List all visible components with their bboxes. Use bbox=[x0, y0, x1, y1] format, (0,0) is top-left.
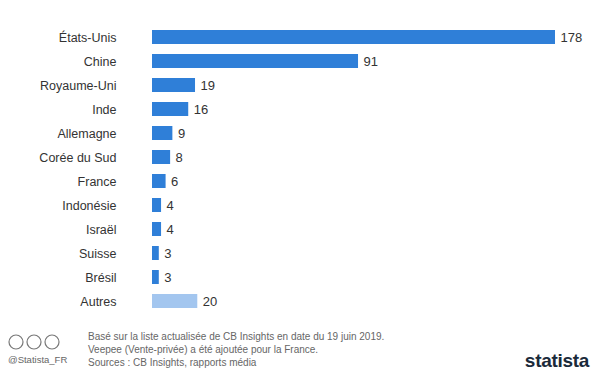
svg-text:4: 4 bbox=[167, 222, 174, 237]
svg-text:Israël: Israël bbox=[86, 223, 117, 237]
svg-text:8: 8 bbox=[176, 150, 183, 165]
svg-text:Autres: Autres bbox=[80, 295, 116, 309]
svg-text:Brésil: Brésil bbox=[85, 271, 116, 285]
svg-text:Royaume-Uni: Royaume-Uni bbox=[40, 79, 116, 93]
svg-text:France: France bbox=[78, 175, 117, 189]
svg-text:91: 91 bbox=[364, 54, 378, 69]
svg-text:3: 3 bbox=[164, 270, 171, 285]
svg-text:Chine: Chine bbox=[84, 55, 117, 69]
html-text:Veepee (Vente-privée) a été aj: Veepee (Vente-privée) a été ajoutée pour… bbox=[88, 344, 319, 355]
svg-text:6: 6 bbox=[171, 174, 178, 189]
svg-text:20: 20 bbox=[203, 294, 217, 309]
svg-text:16: 16 bbox=[194, 102, 208, 117]
svg-text:Suisse: Suisse bbox=[79, 247, 117, 261]
svg-text:178: 178 bbox=[561, 30, 583, 45]
svg-text:Inde: Inde bbox=[92, 103, 116, 117]
svg-text:Indonésie: Indonésie bbox=[62, 199, 116, 213]
svg-text:États-Unis: États-Unis bbox=[59, 30, 117, 45]
html-text:@Statista_FR: @Statista_FR bbox=[8, 354, 68, 365]
svg-text:9: 9 bbox=[178, 126, 185, 141]
svg-text:Corée du Sud: Corée du Sud bbox=[39, 151, 116, 165]
svg-text:Allemagne: Allemagne bbox=[57, 127, 116, 141]
html-text:Basé sur la liste actualisée d: Basé sur la liste actualisée de CB Insig… bbox=[88, 331, 385, 342]
svg-text:19: 19 bbox=[201, 78, 215, 93]
svg-text:4: 4 bbox=[167, 198, 174, 213]
svg-text:3: 3 bbox=[164, 246, 171, 261]
html-text:statista: statista bbox=[524, 350, 589, 371]
html-text:Sources : CB Insights, rapport: Sources : CB Insights, rapports média bbox=[88, 357, 257, 368]
